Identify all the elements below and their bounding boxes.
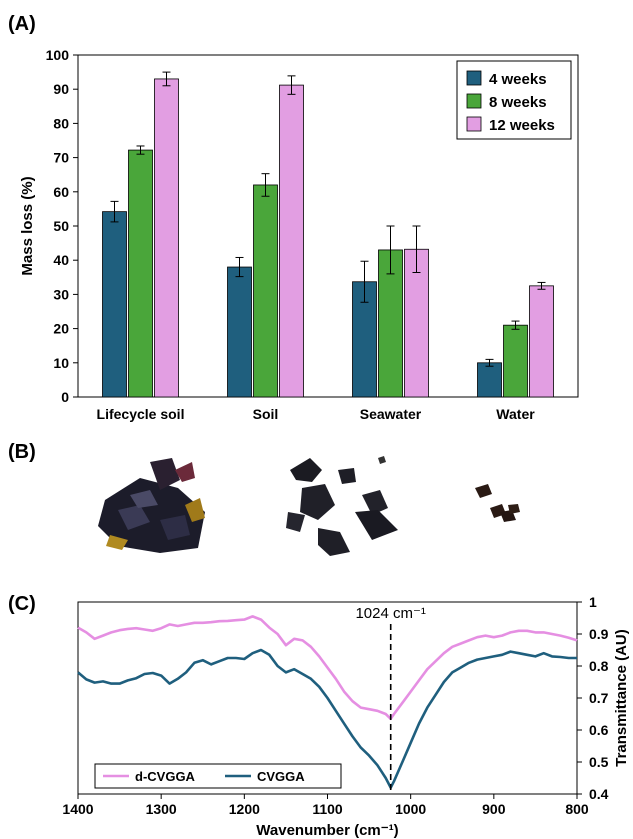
legend-swatch (466, 70, 482, 86)
y-tick-label: 20 (53, 321, 69, 337)
y-tick-label: 100 (46, 47, 70, 63)
bar (503, 324, 528, 398)
y-axis-label: Transmittance (AU) (613, 629, 630, 767)
panel-label-a: (A) (8, 13, 36, 35)
x-category-label: Seawater (360, 406, 422, 422)
spectrum-line-cvgga (77, 648, 577, 789)
bar (529, 285, 554, 398)
y-tick-label: 0 (61, 389, 69, 405)
panel-label-c: (C) (8, 593, 36, 615)
y-axis-label: Mass loss (%) (19, 176, 36, 275)
bar (404, 248, 429, 398)
legend-label: 8 weeks (489, 94, 547, 111)
y-tick-label: 30 (53, 286, 69, 302)
y-tick-label: 10 (53, 355, 69, 371)
mass-loss-bar-chart: 0 10 20 30 40 50 60 70 80 90 100 Mass loss (%) Lifec… (19, 47, 579, 422)
ftir-spectrum-chart: 1400 1300 1200 1100 1000 900 800 Wavenumber (cm… (62, 594, 630, 839)
bar-chart-axes: 0 10 20 30 40 50 60 70 80 90 100 Mass loss (%) Lifec… (19, 47, 579, 422)
y-tick-label: 0.6 (589, 722, 609, 738)
x-category-label: Soil (253, 406, 279, 422)
y-tick-label: 0.4 (589, 786, 609, 802)
sample-photo-2 (286, 456, 398, 556)
sample-photo-1 (98, 458, 205, 553)
sample-photo-3 (475, 484, 520, 522)
bar (378, 249, 403, 398)
panel-label-b: (B) (8, 441, 36, 463)
x-tick-label: 800 (565, 801, 589, 817)
bar (128, 149, 153, 398)
spectrum-lines (77, 615, 578, 789)
x-tick-label: 900 (482, 801, 506, 817)
x-tick-label: 1400 (62, 801, 93, 817)
x-tick-label: 1300 (146, 801, 177, 817)
legend-label: 4 weeks (489, 71, 547, 88)
legend-label: CVGGA (257, 769, 305, 784)
spectrum-axes: 1400 1300 1200 1100 1000 900 800 Wavenumber (cm… (62, 594, 630, 839)
legend-label: d-CVGGA (135, 769, 196, 784)
x-tick-label: 1000 (395, 801, 426, 817)
bar-chart-bars (102, 71, 554, 398)
y-tick-label: 0.5 (589, 754, 609, 770)
bar (154, 78, 179, 398)
x-category-label: Lifecycle soil (97, 406, 185, 422)
spectrum-legend: d-CVGGA CVGGA (94, 763, 342, 789)
bar (253, 184, 278, 398)
y-tick-label: 60 (53, 184, 69, 200)
x-tick-label: 1200 (229, 801, 260, 817)
legend-box (94, 763, 342, 789)
y-tick-label: 90 (53, 81, 69, 97)
y-tick-label: 40 (53, 252, 69, 268)
x-axis-label: Wavenumber (cm⁻¹) (256, 822, 398, 839)
y-tick-label: 0.7 (589, 690, 609, 706)
sample-photos (98, 456, 520, 556)
bar-chart-legend: 4 weeks 8 weeks 12 weeks (456, 60, 572, 140)
y-tick-label: 80 (53, 115, 69, 131)
y-tick-label: 0.8 (589, 658, 609, 674)
y-tick-label: 1 (589, 594, 597, 610)
legend-label: 12 weeks (489, 117, 555, 134)
x-tick-label: 1100 (312, 801, 343, 817)
legend-swatch (466, 116, 482, 132)
bar (477, 362, 502, 398)
legend-swatch (466, 93, 482, 109)
spectrum-line-d-cvgga (77, 615, 578, 721)
spectrum-annotation: 1024 cm⁻¹ (355, 605, 426, 792)
x-category-label: Water (496, 406, 535, 422)
y-tick-label: 50 (53, 218, 69, 234)
bar (279, 84, 304, 398)
annotation-label: 1024 cm⁻¹ (355, 605, 425, 622)
bar (102, 211, 127, 398)
bar (227, 266, 252, 398)
y-tick-label: 70 (53, 150, 69, 166)
y-tick-label: 0.9 (589, 626, 609, 642)
